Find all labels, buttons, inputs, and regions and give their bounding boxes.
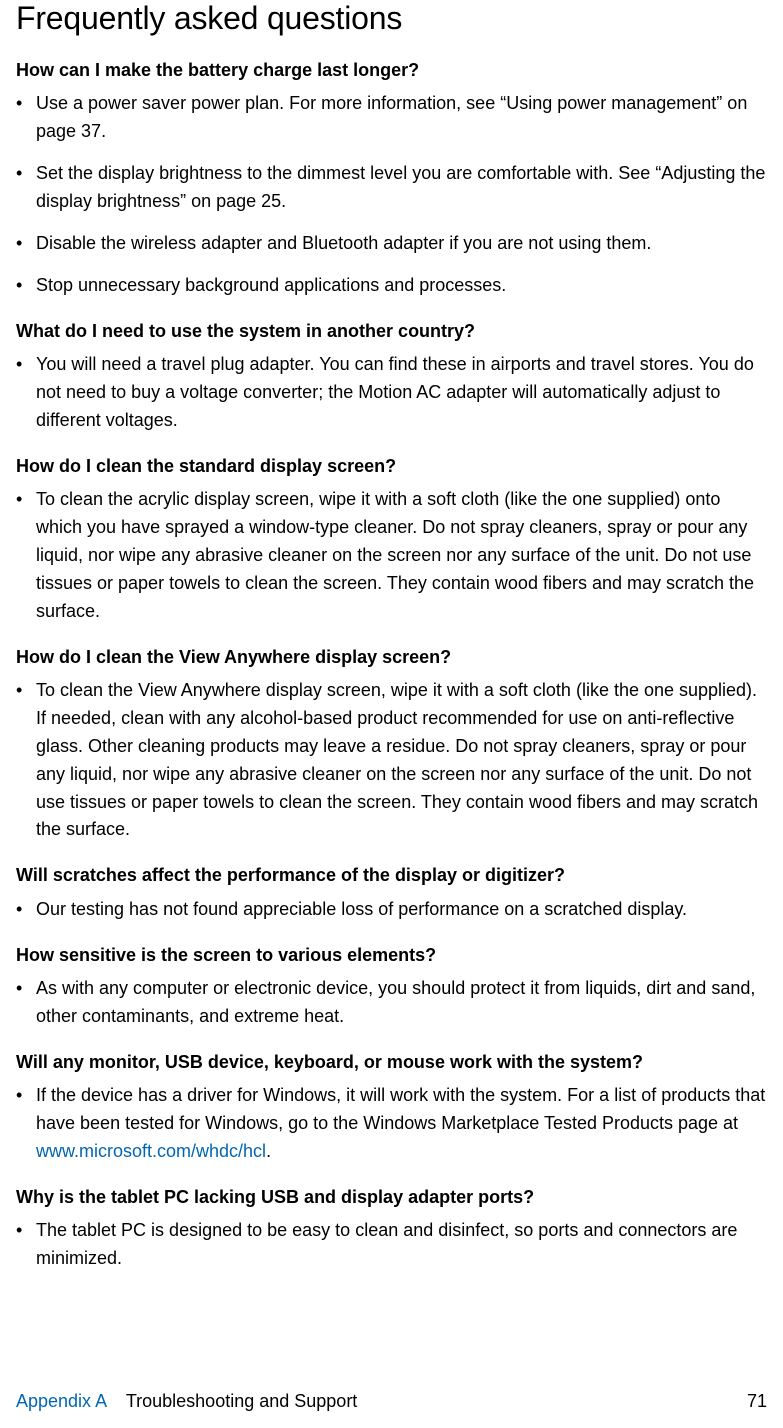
faq-answer-item: To clean the View Anywhere display scree… (36, 677, 767, 844)
faq-answer-item: Set the display brightness to the dimmes… (36, 160, 767, 216)
footer-title: Troubleshooting and Support (126, 1391, 358, 1411)
faq-body: How can I make the battery charge last l… (16, 59, 767, 1273)
faq-answer-item: Our testing has not found appreciable lo… (36, 896, 767, 924)
faq-question: Will any monitor, USB device, keyboard, … (16, 1051, 767, 1074)
faq-answer-list: The tablet PC is designed to be easy to … (16, 1217, 767, 1273)
external-link[interactable]: www.microsoft.com/whdc/hcl (36, 1141, 266, 1161)
faq-answer-item: Stop unnecessary background applications… (36, 272, 767, 300)
faq-answer-list: To clean the acrylic display screen, wip… (16, 486, 767, 625)
faq-question: How sensitive is the screen to various e… (16, 944, 767, 967)
document-page: Frequently asked questions How can I mak… (0, 0, 783, 1273)
faq-question: How can I make the battery charge last l… (16, 59, 767, 82)
faq-question: Why is the tablet PC lacking USB and dis… (16, 1186, 767, 1209)
faq-answer-item: To clean the acrylic display screen, wip… (36, 486, 767, 625)
faq-answer-item: Disable the wireless adapter and Bluetoo… (36, 230, 767, 258)
answer-text: . (266, 1141, 271, 1161)
faq-question: Will scratches affect the performance of… (16, 864, 767, 887)
page-title: Frequently asked questions (16, 0, 767, 37)
faq-answer-item: If the device has a driver for Windows, … (36, 1082, 767, 1166)
faq-answer-list: Our testing has not found appreciable lo… (16, 896, 767, 924)
faq-question: How do I clean the standard display scre… (16, 455, 767, 478)
footer-page-number: 71 (747, 1391, 767, 1412)
answer-text: If the device has a driver for Windows, … (36, 1085, 765, 1133)
faq-answer-list: If the device has a driver for Windows, … (16, 1082, 767, 1166)
footer-appendix: Appendix A (16, 1391, 106, 1411)
faq-answer-item: Use a power saver power plan. For more i… (36, 90, 767, 146)
faq-question: How do I clean the View Anywhere display… (16, 646, 767, 669)
faq-answer-item: You will need a travel plug adapter. You… (36, 351, 767, 435)
faq-answer-item: As with any computer or electronic devic… (36, 975, 767, 1031)
faq-answer-list: To clean the View Anywhere display scree… (16, 677, 767, 844)
footer-left: Appendix A Troubleshooting and Support (16, 1391, 357, 1412)
page-footer: Appendix A Troubleshooting and Support 7… (16, 1391, 767, 1412)
faq-answer-list: Use a power saver power plan. For more i… (16, 90, 767, 299)
faq-answer-item: The tablet PC is designed to be easy to … (36, 1217, 767, 1273)
faq-answer-list: You will need a travel plug adapter. You… (16, 351, 767, 435)
faq-question: What do I need to use the system in anot… (16, 320, 767, 343)
faq-answer-list: As with any computer or electronic devic… (16, 975, 767, 1031)
